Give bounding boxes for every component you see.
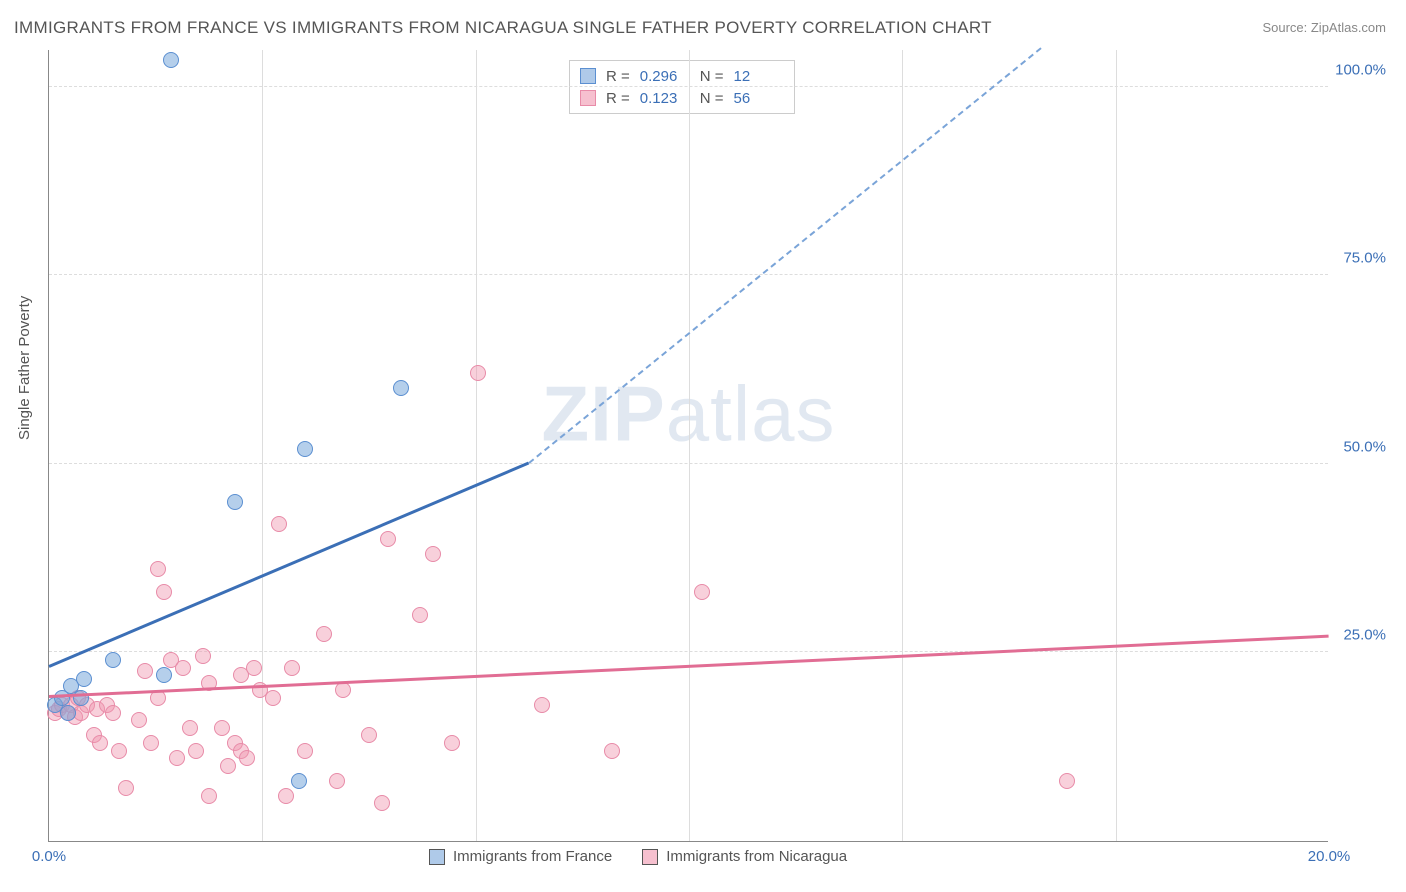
data-point xyxy=(137,663,153,679)
x-tick-label: 0.0% xyxy=(32,848,66,865)
data-point xyxy=(380,531,396,547)
data-point xyxy=(361,727,377,743)
legend-item: Immigrants from France xyxy=(429,848,612,865)
n-label: N = xyxy=(700,90,724,107)
watermark-light: atlas xyxy=(666,369,836,457)
data-point xyxy=(227,494,243,510)
data-point xyxy=(131,712,147,728)
data-point xyxy=(425,546,441,562)
data-point xyxy=(291,773,307,789)
data-point xyxy=(150,561,166,577)
source-label: Source: xyxy=(1262,20,1310,35)
data-point xyxy=(534,697,550,713)
legend-swatch xyxy=(580,90,596,106)
stats-row: R = 0.296 N = 12 xyxy=(580,65,784,87)
plot-area: ZIPatlas R = 0.296N = 12R = 0.123N = 56 … xyxy=(48,50,1328,842)
r-value: 0.123 xyxy=(640,90,690,107)
data-point xyxy=(604,743,620,759)
legend: Immigrants from France Immigrants from Ni… xyxy=(429,848,847,865)
legend-label: Immigrants from France xyxy=(453,848,612,865)
data-point xyxy=(444,735,460,751)
data-point xyxy=(105,705,121,721)
y-tick-label: 75.0% xyxy=(1343,250,1386,267)
r-label: R = xyxy=(606,68,630,85)
chart-title: IMMIGRANTS FROM FRANCE VS IMMIGRANTS FRO… xyxy=(14,18,992,38)
data-point xyxy=(393,380,409,396)
data-point xyxy=(169,750,185,766)
legend-swatch xyxy=(642,849,658,865)
data-point xyxy=(76,671,92,687)
data-point xyxy=(156,667,172,683)
r-value: 0.296 xyxy=(640,68,690,85)
data-point xyxy=(175,660,191,676)
data-point xyxy=(201,788,217,804)
data-point xyxy=(412,607,428,623)
n-value: 56 xyxy=(734,90,784,107)
data-point xyxy=(188,743,204,759)
data-point xyxy=(111,743,127,759)
stats-row: R = 0.123 N = 56 xyxy=(580,87,784,109)
correlation-stats-box: R = 0.296 N = 12 R = 0.123 N = 56 xyxy=(569,60,795,114)
gridline-vertical xyxy=(476,50,477,841)
data-point xyxy=(694,584,710,600)
gridline-vertical xyxy=(902,50,903,841)
gridline-vertical xyxy=(689,50,690,841)
legend-item: Immigrants from Nicaragua xyxy=(642,848,847,865)
data-point xyxy=(1059,773,1075,789)
y-axis-label: Single Father Poverty xyxy=(16,296,33,440)
legend-label: Immigrants from Nicaragua xyxy=(666,848,847,865)
data-point xyxy=(143,735,159,751)
data-point xyxy=(182,720,198,736)
data-point xyxy=(470,365,486,381)
data-point xyxy=(105,652,121,668)
data-point xyxy=(278,788,294,804)
n-label: N = xyxy=(700,68,724,85)
data-point xyxy=(297,441,313,457)
legend-swatch xyxy=(580,68,596,84)
trend-line xyxy=(48,461,529,667)
data-point xyxy=(284,660,300,676)
data-point xyxy=(163,52,179,68)
y-tick-label: 50.0% xyxy=(1343,438,1386,455)
data-point xyxy=(156,584,172,600)
data-point xyxy=(195,648,211,664)
data-point xyxy=(329,773,345,789)
n-value: 12 xyxy=(734,68,784,85)
data-point xyxy=(335,682,351,698)
source-attribution: Source: ZipAtlas.com xyxy=(1262,20,1386,35)
x-tick-label: 20.0% xyxy=(1308,848,1351,865)
y-tick-label: 25.0% xyxy=(1343,627,1386,644)
data-point xyxy=(297,743,313,759)
data-point xyxy=(316,626,332,642)
watermark-bold: ZIP xyxy=(541,369,665,457)
gridline-vertical xyxy=(262,50,263,841)
data-point xyxy=(214,720,230,736)
data-point xyxy=(220,758,236,774)
data-point xyxy=(265,690,281,706)
y-tick-label: 100.0% xyxy=(1335,61,1386,78)
data-point xyxy=(271,516,287,532)
r-label: R = xyxy=(606,90,630,107)
data-point xyxy=(73,690,89,706)
gridline-vertical xyxy=(1116,50,1117,841)
data-point xyxy=(246,660,262,676)
data-point xyxy=(118,780,134,796)
data-point xyxy=(374,795,390,811)
data-point xyxy=(239,750,255,766)
data-point xyxy=(92,735,108,751)
source-link[interactable]: ZipAtlas.com xyxy=(1311,20,1386,35)
legend-swatch xyxy=(429,849,445,865)
data-point xyxy=(60,705,76,721)
